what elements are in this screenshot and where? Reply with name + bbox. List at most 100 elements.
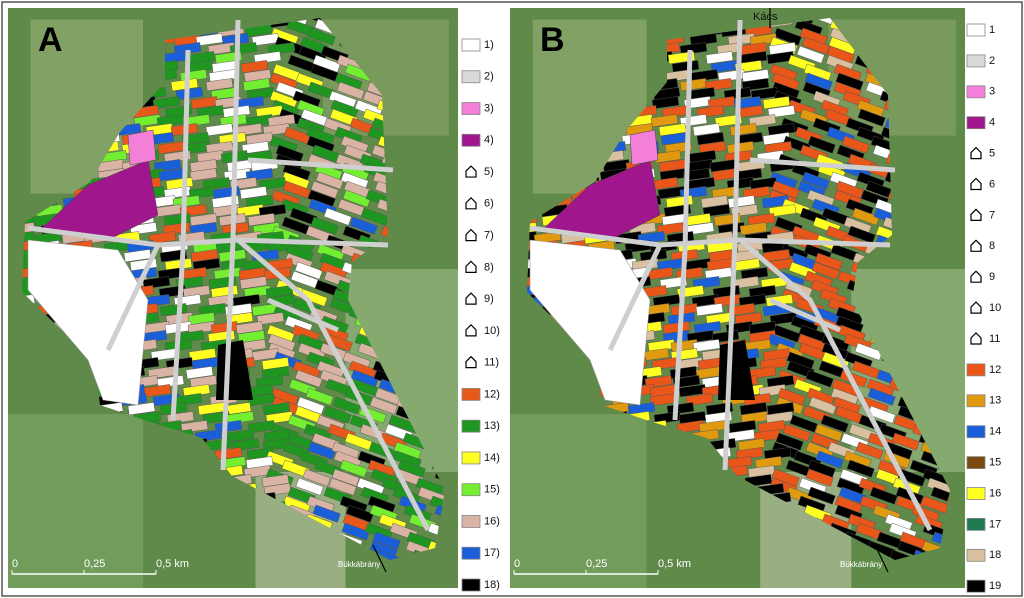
legend-icon [465, 228, 477, 242]
parcel [295, 477, 324, 496]
legend-label: 7) [484, 229, 494, 241]
parcel [205, 123, 234, 137]
parcel [846, 459, 875, 478]
scale-label: 0,25 [586, 558, 607, 570]
parcel [360, 207, 389, 226]
legend-label: 5 [989, 148, 995, 160]
road [220, 19, 241, 471]
legend-swatch [966, 23, 986, 37]
parcel [185, 366, 214, 380]
parcel [761, 195, 790, 209]
legend-icon [465, 196, 477, 210]
parcel [692, 123, 721, 137]
parcel [739, 222, 768, 236]
legend-swatch [966, 54, 986, 68]
legend-swatch [461, 419, 481, 433]
parcel [294, 261, 323, 280]
parcel [851, 207, 880, 226]
legend-label: 11 [989, 333, 1000, 345]
parcel [801, 36, 830, 55]
parcel [692, 339, 721, 353]
parcel [782, 423, 811, 442]
legend-label: 7 [989, 209, 995, 221]
legend-label: 9 [989, 271, 995, 283]
parcel [771, 180, 800, 199]
parcel [247, 393, 276, 407]
parcel [807, 135, 836, 154]
legend-label: 15) [484, 484, 500, 496]
scale-label: 0 [12, 558, 18, 570]
legend-label: 19 [989, 580, 1001, 592]
parcel [808, 396, 837, 415]
road [267, 297, 339, 333]
scale-label: 0,5 km [156, 558, 189, 570]
legend-label: 4) [484, 134, 494, 146]
legend-label: 10) [484, 325, 500, 337]
legend-swatch [966, 518, 986, 531]
parcel [772, 324, 801, 343]
road [722, 19, 743, 471]
road [738, 238, 933, 532]
parcel [315, 171, 344, 190]
legend-icon [970, 239, 982, 252]
legend-swatch [461, 133, 481, 147]
parcel [188, 348, 217, 362]
parcel [202, 177, 231, 191]
road [236, 238, 431, 532]
direction-label: Bükkábrány [338, 560, 380, 569]
legend-label: 4 [989, 117, 995, 129]
parcel [323, 207, 352, 226]
parcel [302, 468, 331, 487]
legend-icon [970, 177, 982, 191]
road [749, 157, 896, 173]
parcel [705, 51, 734, 65]
parcel [851, 360, 880, 379]
north-label: Kács [753, 11, 778, 23]
road [27, 225, 389, 248]
parcel [256, 312, 285, 326]
parcel [768, 204, 797, 218]
parcel [659, 276, 688, 290]
parcel [891, 432, 920, 451]
legend-label: 13) [484, 420, 500, 432]
legend-label: 6 [989, 178, 995, 190]
legend-swatch [461, 38, 481, 52]
legend-swatch [966, 456, 986, 470]
direction-label: Bükkábrány [840, 560, 882, 569]
road [170, 49, 191, 421]
parcel [242, 78, 271, 92]
legend-label: 3 [989, 86, 995, 98]
legend-icon [970, 208, 982, 221]
parcel [789, 414, 818, 433]
legend-swatch [966, 425, 986, 439]
legend-swatch [966, 363, 986, 377]
panel-label: A [38, 21, 63, 59]
parcel [814, 423, 843, 442]
parcel [123, 249, 152, 263]
legend-swatch [461, 483, 481, 497]
parcel [867, 387, 896, 406]
parcel [775, 432, 804, 451]
road [607, 243, 663, 352]
parcel [152, 96, 181, 110]
parcel [239, 276, 268, 290]
parcel [847, 225, 876, 244]
parcel [341, 522, 370, 541]
legend-label: 11) [484, 357, 499, 369]
parcel [815, 450, 844, 469]
legend-swatch [966, 548, 986, 562]
legend-icon [465, 355, 477, 369]
field-patch [8, 414, 143, 588]
parcel [328, 477, 357, 496]
legend-label: 17 [989, 518, 1001, 530]
parcel [801, 171, 830, 190]
legend-swatch [461, 451, 481, 465]
legend-icon [465, 165, 477, 178]
parcel [192, 258, 221, 272]
legend-label: 8 [989, 240, 995, 252]
legend-swatch [966, 85, 986, 99]
parcel [310, 216, 339, 235]
legend-label: 14 [989, 426, 1001, 438]
parcel [650, 114, 679, 128]
parcel [294, 369, 323, 388]
